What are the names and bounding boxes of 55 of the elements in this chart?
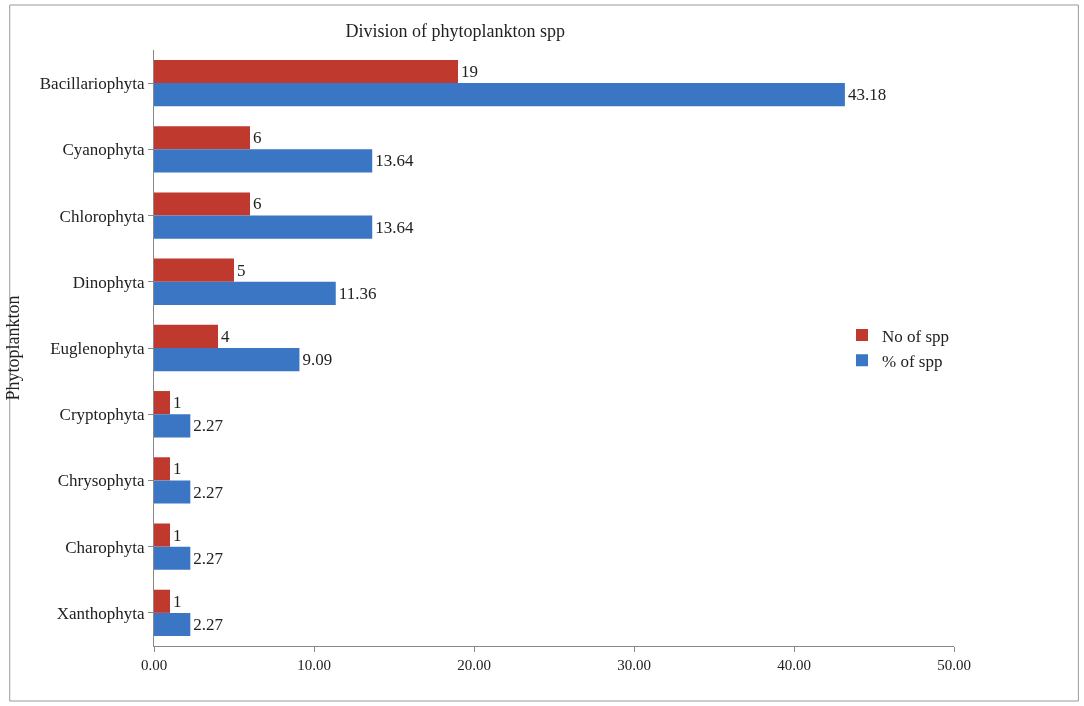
bar [154, 414, 191, 438]
x-tick-label: 50.00 [937, 657, 971, 673]
y-tick-label: Bacillariophyta [39, 74, 146, 94]
legend-label: % of spp [882, 351, 943, 371]
bar [154, 480, 191, 504]
data-label: 1 [173, 525, 182, 545]
legend-label: No of spp [882, 326, 950, 346]
bar [154, 348, 300, 372]
x-tick-label: 10.00 [297, 657, 331, 673]
data-label: 43.18 [847, 85, 887, 105]
data-label: 5 [237, 260, 246, 280]
y-tick-label: Chrysophyta [57, 471, 146, 491]
data-label: 11.36 [338, 283, 377, 303]
data-label: 1 [173, 393, 182, 413]
data-label: 9.09 [302, 350, 333, 370]
data-label: 6 [253, 194, 262, 214]
data-label: 2.27 [193, 482, 224, 502]
chart-title: Division of phytoplankton spp [345, 21, 566, 42]
bar [154, 523, 170, 547]
data-label: 2.27 [193, 416, 224, 436]
data-label: 6 [253, 128, 262, 148]
bar [154, 192, 250, 216]
data-label: 13.64 [375, 151, 414, 171]
y-tick-label: Cryptophyta [59, 405, 146, 425]
data-label: 13.64 [375, 217, 414, 237]
y-tick-label: Euglenophyta [50, 338, 146, 358]
bar [154, 258, 234, 282]
y-tick-label: Chlorophyta [59, 206, 146, 226]
data-label: 1 [173, 459, 182, 479]
bar [154, 612, 191, 637]
x-tick-label: 30.00 [617, 657, 651, 673]
data-label: 2.27 [193, 614, 224, 634]
data-label: 2.27 [193, 548, 224, 568]
y-tick-label: Charophyta [65, 537, 146, 557]
data-label: 1 [173, 591, 182, 611]
y-tick-label: Dinophyta [72, 272, 146, 292]
bar [154, 457, 170, 481]
x-tick-label: 40.00 [777, 657, 811, 673]
bar [154, 83, 845, 107]
bar [154, 149, 373, 173]
y-tick-label: Xanthophyta [56, 603, 146, 623]
bar [154, 546, 191, 570]
data-label: 4 [221, 326, 230, 346]
x-tick-label: 0.00 [140, 657, 168, 673]
bar [154, 391, 170, 415]
x-tick-label: 20.00 [457, 657, 491, 673]
bar [154, 126, 250, 150]
data-label: 19 [461, 62, 478, 82]
bar [154, 589, 170, 613]
y-axis-title: Phytoplankton [2, 295, 23, 401]
y-tick-label: Cyanophyta [62, 140, 146, 160]
bar [154, 59, 458, 84]
bar [154, 324, 218, 348]
bar [154, 215, 373, 239]
bar [154, 281, 336, 305]
